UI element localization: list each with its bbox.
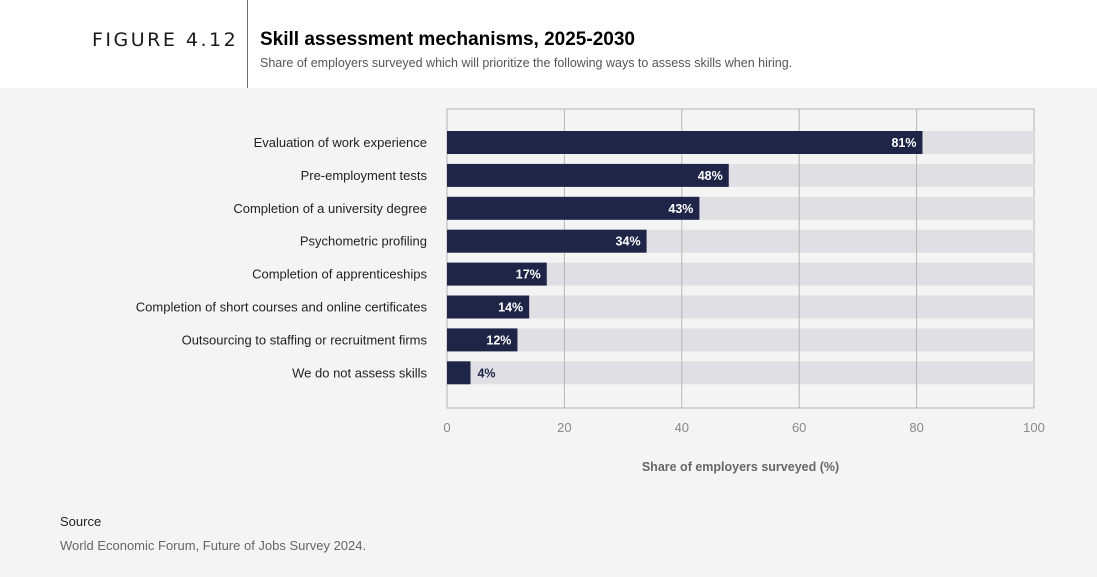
category-label: Completion of apprenticeships — [252, 267, 427, 282]
data-label: 34% — [616, 235, 641, 249]
bar — [447, 295, 530, 319]
plot-frame — [446, 108, 1035, 409]
source-text: World Economic Forum, Future of Jobs Sur… — [60, 538, 367, 553]
x-tick-label: 20 — [557, 420, 571, 435]
data-label: 12% — [486, 333, 511, 347]
category-label: Outsourcing to staffing or recruitment f… — [182, 332, 428, 347]
bar-track — [447, 328, 1034, 352]
bar — [447, 196, 700, 220]
bar-track — [447, 295, 1034, 319]
bar — [447, 229, 647, 253]
x-tick-label: 100 — [1023, 420, 1045, 435]
bar-track — [447, 262, 1034, 286]
data-label: 14% — [498, 301, 523, 315]
figure-label: FIGURE 4.12 — [92, 29, 239, 51]
bar — [447, 328, 518, 352]
x-tick-label: 80 — [909, 420, 923, 435]
category-label: Evaluation of work experience — [254, 135, 427, 150]
category-label: Completion of short courses and online c… — [136, 300, 428, 315]
data-label: 48% — [698, 169, 723, 183]
category-label: Completion of a university degree — [233, 201, 427, 216]
bar — [447, 361, 471, 385]
category-label: We do not assess skills — [292, 365, 427, 380]
x-tick-label: 0 — [443, 420, 450, 435]
data-label: 81% — [891, 136, 916, 150]
x-axis-title: Share of employers surveyed (%) — [642, 460, 839, 474]
data-label: 4% — [477, 366, 495, 380]
bar — [447, 163, 729, 187]
source-heading: Source — [60, 514, 102, 529]
chart-title: Skill assessment mechanisms, 2025-2030 — [260, 29, 635, 50]
bar-track — [447, 361, 1034, 385]
data-label: 43% — [668, 202, 693, 216]
header-divider — [247, 0, 248, 88]
data-label: 17% — [516, 268, 541, 282]
x-tick-label: 60 — [792, 420, 806, 435]
x-tick-label: 40 — [675, 420, 689, 435]
category-label: Psychometric profiling — [300, 234, 427, 249]
bar — [447, 131, 923, 154]
chart-subtitle: Share of employers surveyed which will p… — [260, 56, 793, 70]
figure-header: FIGURE 4.12 Skill assessment mechanisms,… — [0, 0, 1097, 88]
category-label: Pre-employment tests — [301, 168, 428, 183]
bar — [447, 262, 547, 286]
